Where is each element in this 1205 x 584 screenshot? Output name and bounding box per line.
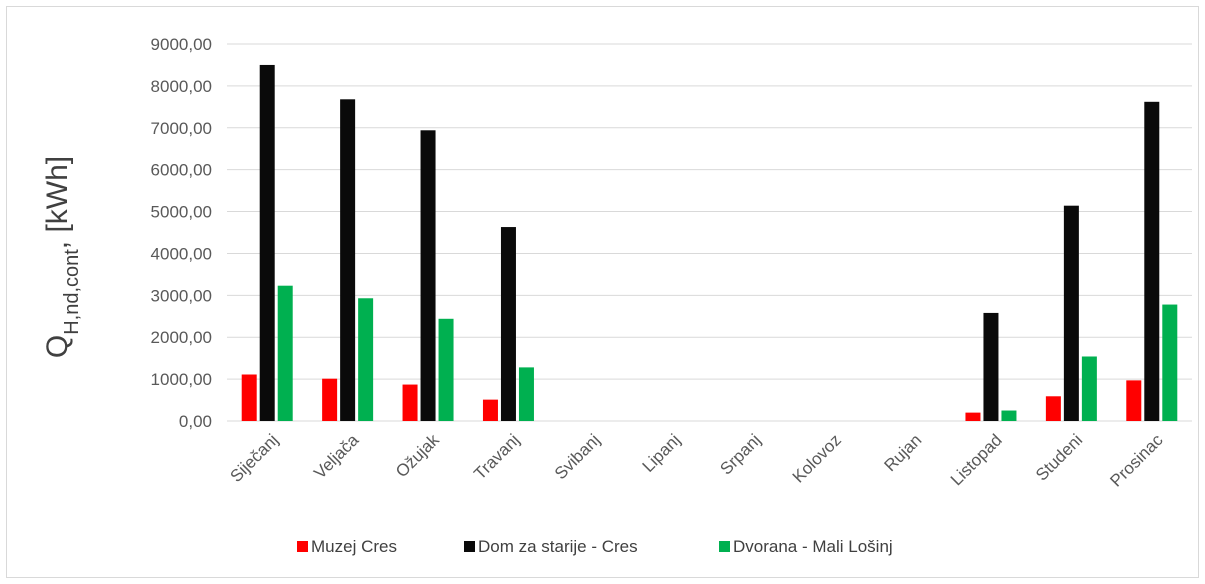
y-tick-label: 5000,00	[151, 203, 212, 222]
bar	[1162, 304, 1178, 421]
bars	[241, 64, 1178, 421]
y-axis-label: QH,nd,cont, [kWh]	[41, 156, 83, 358]
legend-swatch	[719, 541, 730, 552]
y-axis-label-main: Q	[41, 335, 74, 358]
y-tick-label: 0,00	[179, 412, 212, 431]
x-tick-label: Lipanj	[639, 430, 685, 476]
gridlines	[227, 43, 1192, 422]
y-tick-label: 8000,00	[151, 77, 212, 96]
legend-label: Muzej Cres	[311, 537, 397, 556]
legend-label: Dom za starije - Cres	[478, 537, 638, 556]
x-tick-label: Veljača	[310, 430, 363, 483]
bar	[1144, 101, 1160, 421]
x-tick-label: Rujan	[881, 430, 926, 475]
legend-label: Dvorana - Mali Lošinj	[733, 537, 893, 556]
bar	[438, 318, 454, 421]
x-tick-label: Srpanj	[716, 430, 764, 478]
legend-swatch	[297, 541, 308, 552]
y-tick-label: 1000,00	[151, 370, 212, 389]
x-tick-label: Svibanj	[551, 430, 604, 483]
legend: Muzej Cres Dom za starije - Cres Dvorana -…	[297, 537, 893, 556]
bar	[482, 399, 498, 421]
chart-area: 0,00 1000,00 2000,00 3000,00 4000,00 5000,00 6…	[6, 6, 1199, 578]
bar	[358, 298, 374, 421]
x-axis-ticks: Siječanj Veljača Ožujak Travanj Svibanj Lipan…	[226, 430, 1166, 491]
y-tick-label: 9000,00	[151, 35, 212, 54]
x-tick-label: Prosinac	[1106, 430, 1167, 491]
bar	[277, 285, 293, 421]
bar	[500, 227, 516, 421]
bar	[1063, 205, 1079, 421]
bar	[518, 367, 534, 421]
bar	[259, 64, 275, 421]
bar	[402, 384, 418, 421]
bar	[983, 312, 999, 421]
x-tick-label: Studeni	[1032, 430, 1086, 484]
bar	[322, 378, 338, 421]
bar	[1126, 380, 1142, 421]
bar	[1001, 410, 1017, 421]
bar	[1045, 396, 1061, 421]
x-tick-label: Listopad	[947, 430, 1006, 489]
y-tick-label: 3000,00	[151, 286, 212, 305]
bar	[420, 130, 436, 421]
x-tick-label: Kolovoz	[789, 430, 845, 486]
x-tick-label: Siječanj	[226, 430, 282, 486]
x-tick-label: Travanj	[470, 430, 523, 483]
bar	[965, 412, 981, 421]
y-tick-label: 2000,00	[151, 328, 212, 347]
bar	[241, 374, 257, 421]
y-axis-label-unit: , [kWh]	[41, 156, 74, 249]
bar-chart: 0,00 1000,00 2000,00 3000,00 4000,00 5000,00 6…	[41, 35, 1192, 556]
x-tick-label: Ožujak	[392, 430, 443, 481]
bar	[1081, 356, 1097, 421]
y-axis-label-sub: H,nd,cont	[61, 249, 83, 335]
legend-swatch	[464, 541, 475, 552]
y-tick-label: 6000,00	[151, 161, 212, 180]
bar	[340, 99, 356, 421]
y-axis-ticks: 0,00 1000,00 2000,00 3000,00 4000,00 5000,00 6…	[151, 35, 212, 431]
y-tick-label: 7000,00	[151, 119, 212, 138]
y-tick-label: 4000,00	[151, 244, 212, 263]
